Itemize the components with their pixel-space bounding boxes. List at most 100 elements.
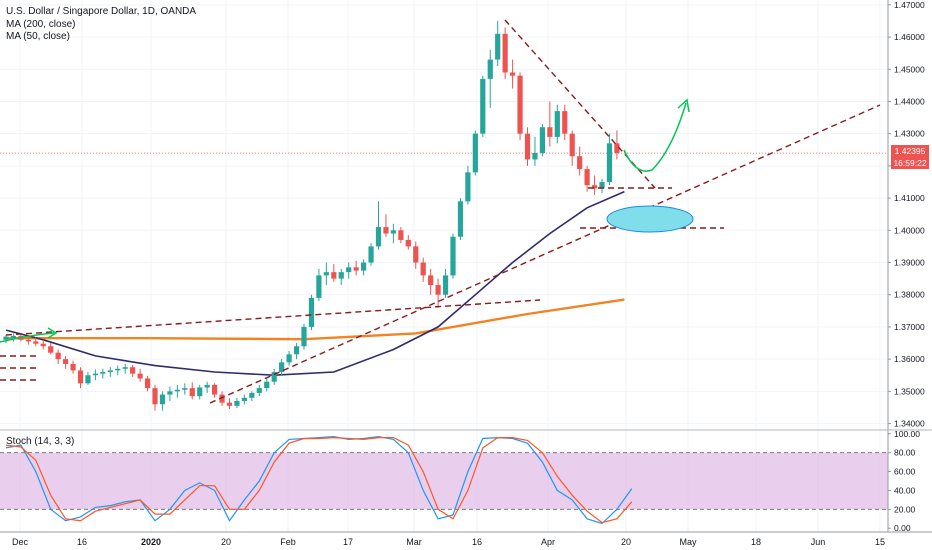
candle [10,333,17,342]
candle [584,165,590,192]
candle [137,368,143,382]
candle [442,268,449,298]
candle-body [264,381,270,389]
candle [241,394,247,405]
candle [591,175,598,195]
grid [0,0,888,532]
candle-body [70,363,76,371]
candle-body [323,272,329,276]
candle-body [63,359,69,364]
candle [100,368,106,379]
trendline-resistance [504,19,656,189]
candle [361,259,367,276]
candle-body [279,362,285,373]
candle-body [361,262,367,271]
candle-body [3,336,9,340]
candle [532,136,538,166]
candle-body [346,267,352,273]
candle-body [10,335,17,339]
candle-body [286,354,292,363]
candle-body [234,401,240,406]
candle-body [197,387,203,397]
candle-body [338,272,344,279]
candle-body [226,402,233,406]
candle [174,384,180,398]
candle [599,178,605,194]
candle [450,233,456,279]
candle-body [428,275,434,286]
candle-body [249,392,255,398]
candle-body [204,384,210,388]
candle [63,355,69,369]
x-tick-label: 17 [343,537,353,547]
x-tick-label: Jun [811,537,826,547]
candle-body [524,133,531,160]
x-tick-label: 20 [221,537,231,547]
candle [323,262,329,286]
candle [279,359,285,376]
x-tick-label: 2020 [141,537,161,547]
candle [398,227,404,244]
x-tick-label: Apr [541,537,555,547]
candle [435,278,441,308]
candle-body [375,227,382,247]
x-tick-label: 15 [875,537,885,547]
candle-body [107,370,113,373]
candle [517,72,523,141]
candle-body [599,181,605,189]
candle-body [577,156,583,170]
candle [122,363,128,374]
ma50-line [5,190,625,377]
candle-body [435,285,441,295]
candle-body [316,275,322,298]
candle-body [55,352,61,360]
x-tick-label: 20 [621,537,631,547]
candle [457,198,464,240]
candle [428,268,434,295]
trend-drawings [0,19,881,404]
target-zone-ellipse [606,205,694,233]
candle-body [219,394,225,403]
candle [487,49,493,108]
candle-body [115,368,121,371]
candle-body [167,391,173,395]
candle [502,27,508,79]
candle-body [517,75,523,134]
candle [390,223,396,244]
candle-body [33,341,39,344]
candle [25,335,31,345]
candle [115,365,121,376]
left-arrowhead [47,327,58,339]
candle [204,381,210,393]
candle [85,372,91,385]
candle-body [241,397,247,402]
candle-body [271,372,277,382]
candle-body [606,143,613,182]
candle-body [591,185,598,189]
candle-body [413,246,419,263]
x-tick-label: Feb [280,537,296,547]
candle [413,241,419,269]
left-arrow [0,332,55,343]
y-tick-label: 1.35000 [894,386,925,396]
candle [338,268,344,286]
candle-body [174,389,180,392]
candle-body [502,33,508,73]
candle-body [569,133,575,157]
candle [219,391,225,406]
candle [539,124,545,157]
candle [495,20,501,67]
stochastic-lines [5,435,633,525]
candle-body [189,388,195,397]
y-tick-label: 1.43000 [894,129,925,139]
candle-body [420,262,426,276]
legend: U.S. Dollar / Singapore Dollar, 1D, OAND… [6,6,196,44]
stoch-label: Stoch (14, 3, 3) [6,436,75,447]
candle-body [368,246,374,263]
candle-body [450,236,456,276]
candle [420,257,426,282]
candle-body [48,346,54,353]
candle [383,214,389,237]
y-tick-label: 1.44000 [894,96,925,106]
